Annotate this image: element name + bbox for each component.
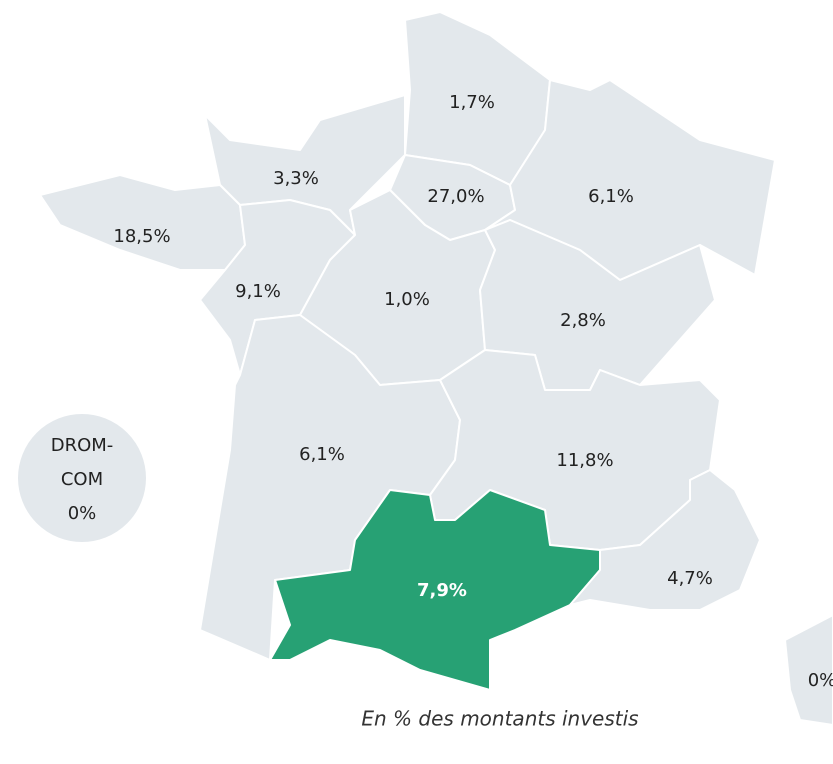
region-label: 18,5% — [113, 226, 170, 247]
drom-com-name: COM — [61, 469, 103, 490]
regions — [16, 11, 833, 726]
region-label: 2,8% — [560, 310, 606, 331]
corsica-label: 0% — [808, 670, 833, 691]
corsica-shape — [784, 614, 833, 726]
region-label: 1,7% — [449, 92, 495, 113]
region-label: 27,0% — [427, 186, 484, 207]
region-shape — [269, 489, 601, 691]
caption: En % des montants investis — [361, 707, 638, 731]
region-label: 6,1% — [299, 444, 345, 465]
region-label: 7,9% — [417, 580, 467, 601]
region-label: 3,3% — [273, 168, 319, 189]
drom-com-name: DROM- — [51, 435, 114, 456]
region-shape — [569, 469, 761, 611]
region-label: 6,1% — [588, 186, 634, 207]
region-label: 11,8% — [556, 450, 613, 471]
region-label: 1,0% — [384, 289, 430, 310]
region-label: 4,7% — [667, 568, 713, 589]
region-shape — [39, 174, 246, 271]
region-label: 9,1% — [235, 281, 281, 302]
drom-com-label: 0% — [68, 503, 97, 524]
drom-com-circle — [16, 412, 148, 544]
